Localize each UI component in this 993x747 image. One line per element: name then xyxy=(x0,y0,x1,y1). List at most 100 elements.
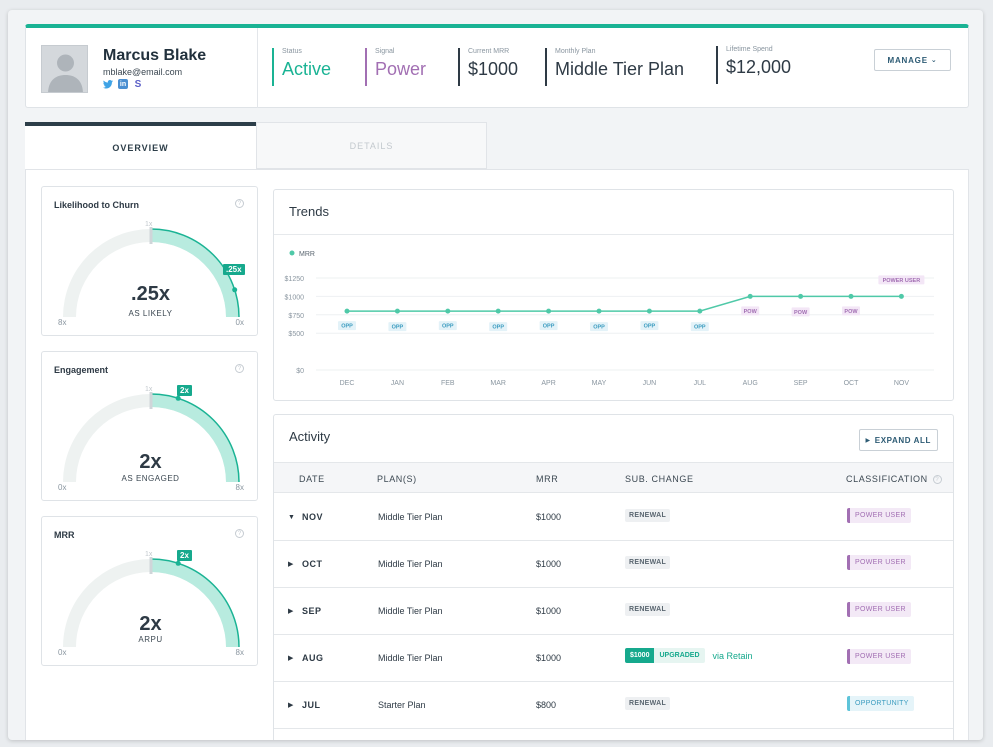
upgrade-amount: $1000 xyxy=(625,648,655,663)
customer-email[interactable]: mblake@email.com xyxy=(103,67,183,77)
linkedin-icon[interactable]: in xyxy=(118,79,128,89)
x-tick-label: AUG xyxy=(743,380,758,387)
tab-details[interactable]: DETAILS xyxy=(256,122,487,169)
activity-table-header: DATE PLAN(S) MRR SUB. CHANGE CLASSIFICAT… xyxy=(274,462,953,493)
gauge-card-mrr: MRR ? 1x 2x 2x ARPU 0x 8x xyxy=(41,516,258,666)
row-mrr: $1000 xyxy=(536,512,562,522)
data-point xyxy=(445,308,451,314)
point-label: POW xyxy=(844,309,858,315)
gauge-fill xyxy=(151,229,239,317)
table-row[interactable]: ▼ NOV Middle Tier Plan $1000 RENEWAL POWE… xyxy=(274,494,953,541)
row-date-label: JUL xyxy=(302,700,321,710)
stat-spend-label: Lifetime Spend xyxy=(726,46,773,53)
table-row[interactable]: ▶ AUG Middle Tier Plan $1000 $1000 UPGRAD… xyxy=(274,635,953,682)
point-label-bg xyxy=(640,321,659,331)
expand-all-label: EXPAND ALL xyxy=(874,435,931,445)
table-row[interactable]: ▶ OCT Middle Tier Plan $1000 RENEWAL POWE… xyxy=(274,541,953,588)
stat-plan-value: Middle Tier Plan xyxy=(555,59,685,79)
gauge-badge: 2x xyxy=(177,550,192,561)
gauge-value: 2x xyxy=(139,451,162,473)
point-label-bg xyxy=(438,321,457,331)
point-label: OPP xyxy=(694,325,706,331)
point-label: OPP xyxy=(492,325,504,331)
caret-right-icon[interactable]: ▶ xyxy=(288,608,294,615)
upgrade-via-link[interactable]: via Retain xyxy=(712,650,753,661)
stat-signal-label: Signal xyxy=(375,48,395,55)
column-plans[interactable]: PLAN(S) xyxy=(377,474,417,484)
point-label-bg xyxy=(388,322,407,332)
upgrade-badge: $1000 UPGRADED via Retain xyxy=(625,648,753,663)
point-label-bg xyxy=(489,322,508,332)
gauge-chart xyxy=(63,557,240,648)
gauge-value-marker xyxy=(232,287,238,293)
caret-right-icon[interactable]: ▶ xyxy=(288,702,294,709)
customer-name: Marcus Blake xyxy=(103,47,207,64)
overview-panel: Likelihood to Churn ? 1x .25x .25x AS LI… xyxy=(25,169,969,740)
gauge-fill-edge xyxy=(150,393,240,483)
gauge-badge: 2x xyxy=(177,385,192,396)
trends-chart: MRR $0 $500 $750 $1000 $1250 DEC JAN FEB MAR APR MA… xyxy=(285,250,934,387)
row-plan: Middle Tier Plan xyxy=(378,606,443,616)
stat-status-value: Active xyxy=(282,59,332,79)
gauge-title: Engagement xyxy=(54,365,109,375)
stat-mrr-value: $1000 xyxy=(468,59,519,79)
twitter-icon[interactable] xyxy=(103,79,113,89)
caret-right-icon: ▶ xyxy=(865,437,871,444)
stat-signal: Signal Power xyxy=(365,48,426,86)
point-label: POWER USER xyxy=(883,278,921,284)
stat-lifetime-spend: Lifetime Spend $12,000 xyxy=(716,46,791,84)
gauge-value: .25x xyxy=(131,283,170,305)
row-date: ▶ OCT xyxy=(288,559,323,569)
x-tick-label: SEP xyxy=(794,380,808,387)
x-tick-label: FEB xyxy=(441,380,455,387)
sub-change-badge: RENEWAL xyxy=(625,697,671,710)
point-label-bg xyxy=(690,322,709,332)
point-label: POW xyxy=(794,310,808,316)
x-tick-label: APR xyxy=(541,380,555,387)
gauge-min-label: 0x xyxy=(58,483,67,492)
stat-signal-value: Power xyxy=(375,59,427,79)
data-point xyxy=(747,293,753,299)
row-plan: Middle Tier Plan xyxy=(378,512,443,522)
column-mrr[interactable]: MRR xyxy=(536,474,559,484)
table-row[interactable]: ▶ SEP Middle Tier Plan $1000 RENEWAL POWE… xyxy=(274,588,953,635)
sub-change-badge: RENEWAL xyxy=(625,603,671,616)
row-date: ▶ SEP xyxy=(288,606,322,616)
row-plan: Middle Tier Plan xyxy=(378,559,443,569)
series-line-mrr xyxy=(347,295,902,312)
data-point xyxy=(697,308,703,314)
caret-right-icon[interactable]: ▶ xyxy=(288,561,294,568)
caret-down-icon[interactable]: ▼ xyxy=(288,513,296,521)
manage-button[interactable]: MANAGE ⌄ xyxy=(874,49,951,71)
chevron-down-icon: ⌄ xyxy=(930,57,938,64)
table-row[interactable]: ▶ JUL Starter Plan $800 RENEWAL OPPORTUNI… xyxy=(274,682,953,729)
upgrade-label: UPGRADED xyxy=(654,648,705,663)
classification-badge: POWER USER xyxy=(847,649,911,664)
data-point xyxy=(596,308,602,314)
row-mrr: $1000 xyxy=(536,559,562,569)
info-icon[interactable]: ? xyxy=(932,475,942,485)
data-point xyxy=(394,308,400,314)
column-date[interactable]: DATE xyxy=(299,474,325,484)
info-icon[interactable]: ? xyxy=(235,529,244,538)
column-classification[interactable]: CLASSIFICATION ? xyxy=(846,474,942,485)
skype-icon[interactable]: S xyxy=(134,78,142,90)
gauge-value-marker xyxy=(175,560,181,566)
gauge-min-label: 0x xyxy=(58,648,67,657)
caret-right-icon[interactable]: ▶ xyxy=(288,655,294,662)
info-icon[interactable]: ? xyxy=(235,364,244,373)
point-label: OPP xyxy=(644,324,656,330)
column-sub-change[interactable]: SUB. CHANGE xyxy=(625,474,694,484)
row-date-label: SEP xyxy=(302,606,322,616)
info-icon[interactable]: ? xyxy=(235,199,244,208)
activity-title: Activity xyxy=(289,429,331,444)
gauge-fill-edge xyxy=(150,558,240,648)
stat-status: Status Active xyxy=(272,48,331,86)
expand-all-button[interactable]: ▶ EXPAND ALL xyxy=(858,429,938,451)
gauge-chart xyxy=(63,392,240,483)
tab-overview[interactable]: OVERVIEW xyxy=(25,122,256,169)
data-point xyxy=(546,308,552,314)
data-point xyxy=(344,308,350,314)
gauge-badge: .25x xyxy=(223,264,245,275)
x-tick-label: JUL xyxy=(694,380,707,387)
